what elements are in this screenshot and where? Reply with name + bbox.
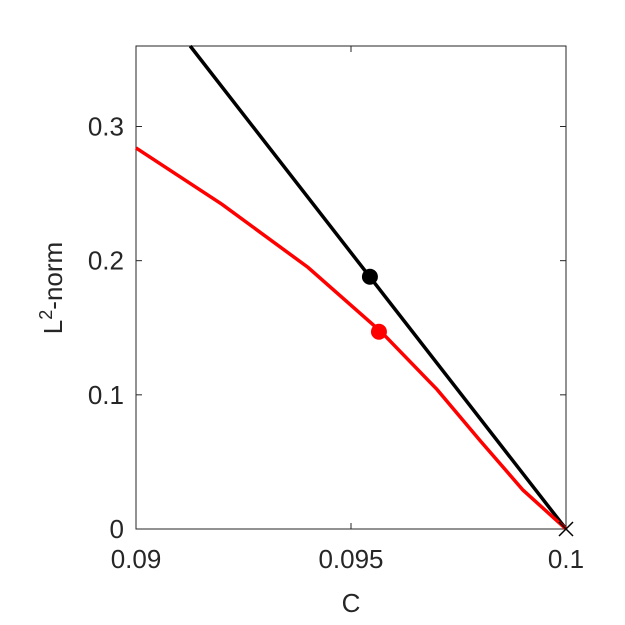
x-tick-label: 0.09	[111, 544, 162, 574]
cross-marker	[558, 521, 574, 537]
plot-frame	[135, 45, 567, 530]
y-tick-label: 0	[110, 514, 124, 544]
y-tick-label: 0.1	[88, 380, 124, 410]
y-axis-label: L2-norm	[36, 242, 68, 334]
point-marker	[361, 268, 378, 285]
x-tick-label: 0.1	[548, 544, 584, 574]
x-tick-label: 0.095	[318, 544, 383, 574]
y-label-base: L	[38, 320, 68, 334]
point-marker	[370, 323, 387, 340]
line-series	[135, 146, 568, 531]
y-tick-label: 0.3	[88, 112, 124, 142]
y-label-rest: -norm	[38, 242, 68, 310]
y-tick-label: 0.2	[88, 246, 124, 276]
y-label-sup: 2	[36, 310, 56, 320]
x-axis-label: C	[342, 588, 361, 618]
line-series	[188, 44, 568, 531]
